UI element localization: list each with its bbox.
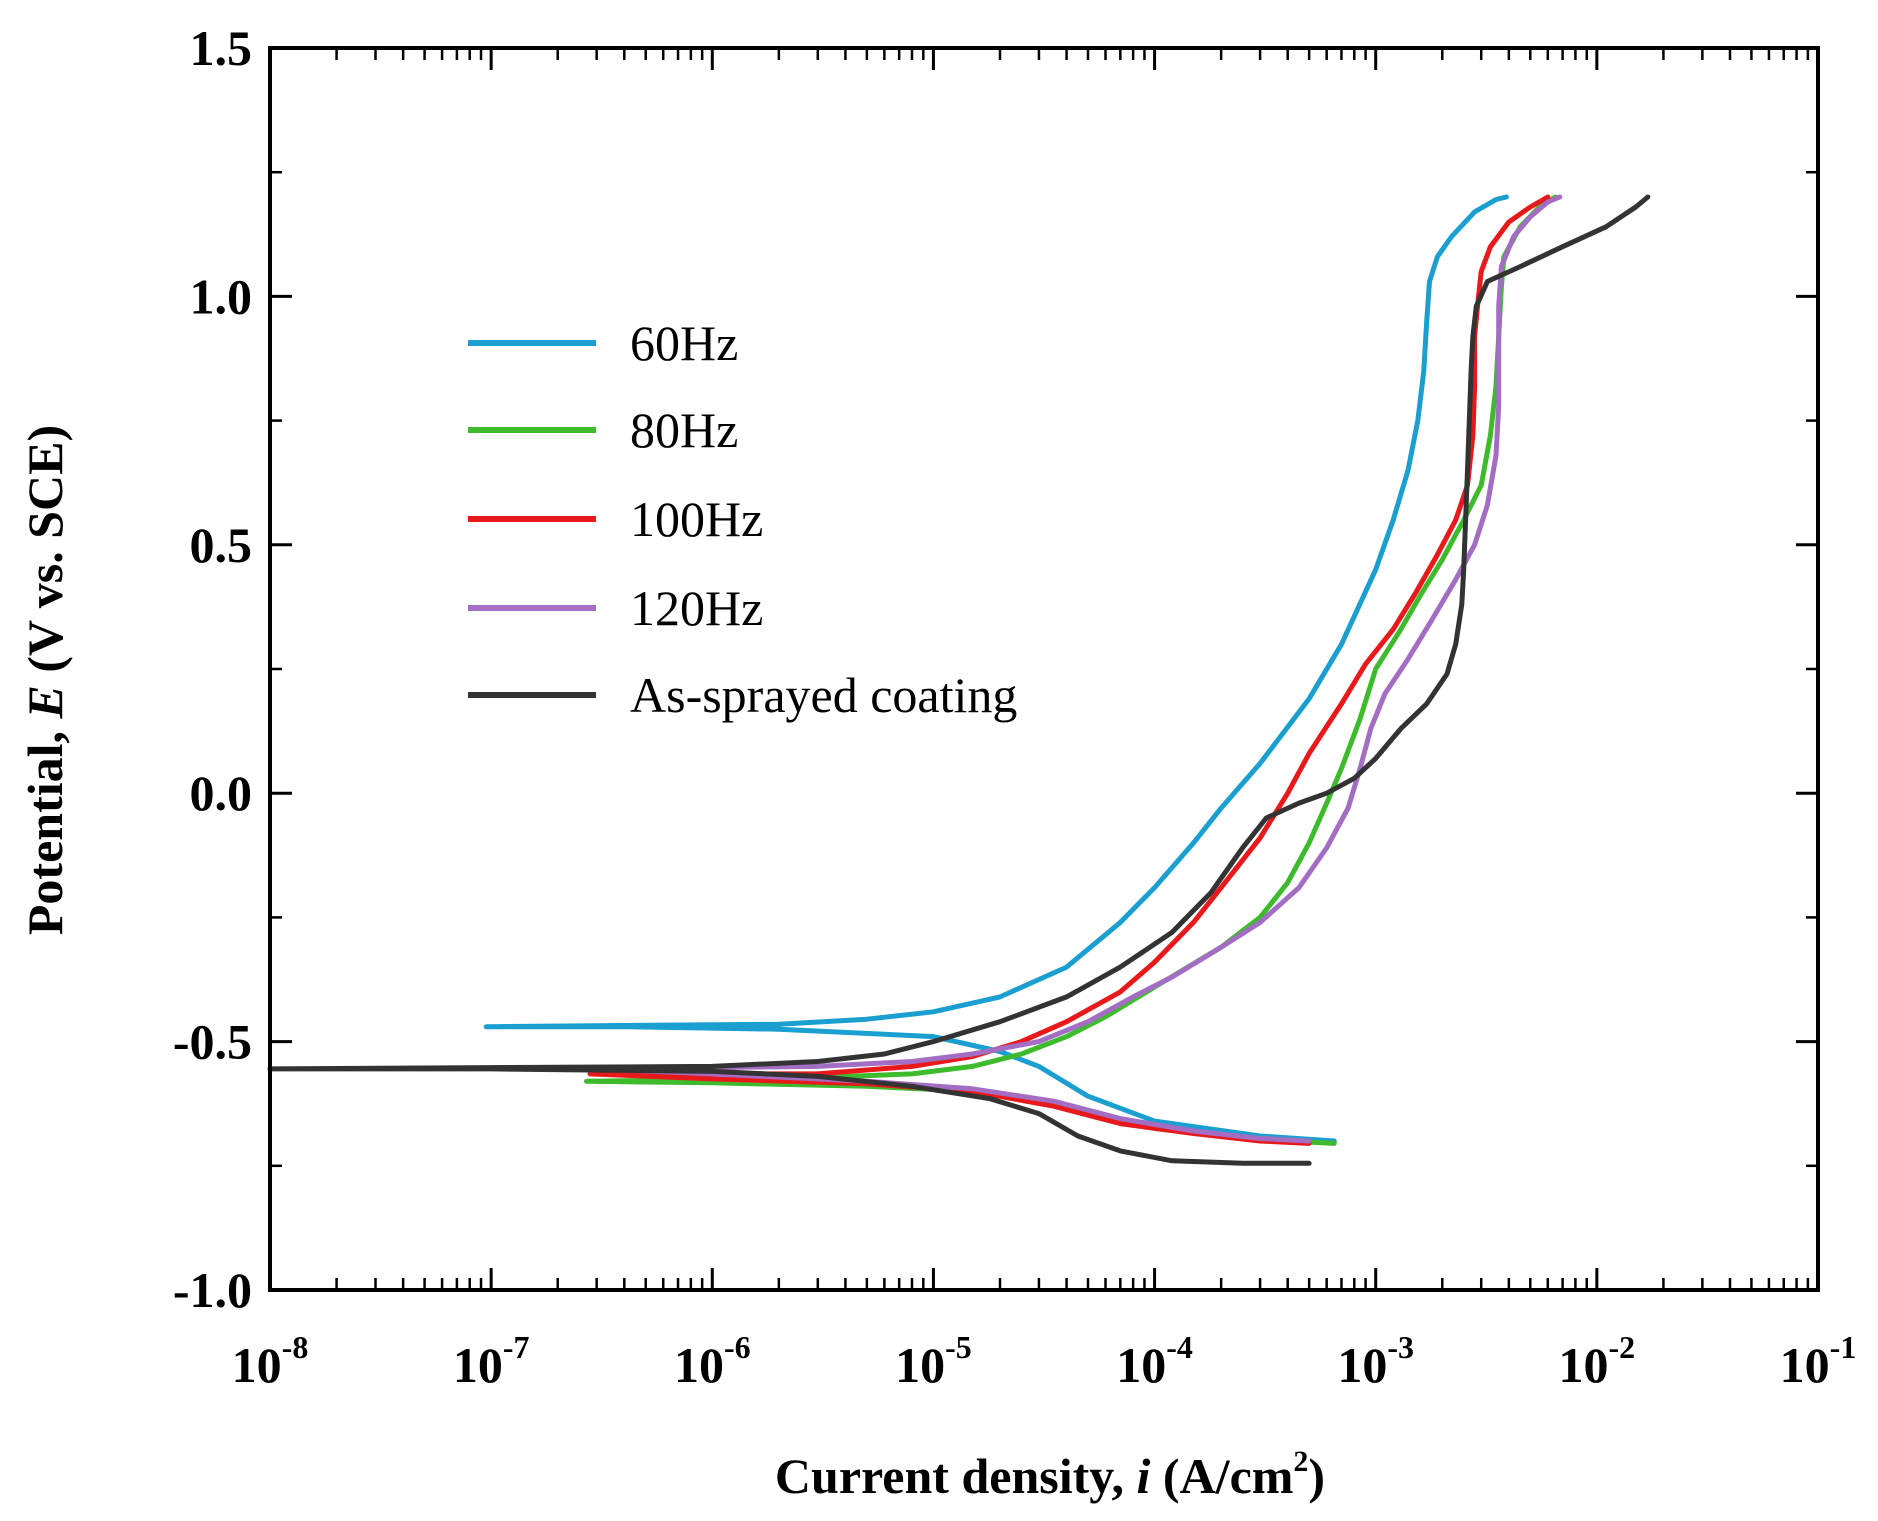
legend-label: 100Hz bbox=[630, 491, 763, 547]
legend: 60Hz 80Hz 100Hz 120Hz As-sprayed coating bbox=[468, 315, 1017, 723]
legend-item-80hz: 80Hz bbox=[468, 402, 738, 458]
legend-item-60hz: 60Hz bbox=[468, 315, 738, 371]
legend-label: 60Hz bbox=[630, 315, 738, 371]
axis-ticks: 10-8 10-7 10-6 10-5 10-4 10-3 10-2 10-1 1.5 1.0 0.… bbox=[173, 20, 1856, 1393]
x-tick-label: 10-4 bbox=[1116, 1329, 1193, 1393]
legend-label: 80Hz bbox=[630, 402, 738, 458]
legend-label: As-sprayed coating bbox=[630, 667, 1017, 723]
y-tick-label: -1.0 bbox=[173, 1262, 252, 1318]
series-line-as-sprayed-coating bbox=[267, 194, 1651, 1166]
x-tick-label: 10-8 bbox=[232, 1329, 309, 1393]
x-axis-title: Current density, i (A/cm2) bbox=[775, 1445, 1325, 1504]
legend-item-as-sprayed: As-sprayed coating bbox=[468, 667, 1017, 723]
y-tick-label: 1.0 bbox=[190, 268, 253, 324]
x-tick-label: 10-3 bbox=[1337, 1329, 1414, 1393]
legend-item-100hz: 100Hz bbox=[468, 491, 763, 547]
legend-label: 120Hz bbox=[630, 580, 763, 636]
x-tick-label: 10-5 bbox=[895, 1329, 972, 1393]
series-line-60hz bbox=[483, 194, 1509, 1144]
y-tick-label: 0.0 bbox=[190, 765, 253, 821]
y-tick-label: 0.5 bbox=[190, 517, 253, 573]
x-tick-label: 10-2 bbox=[1559, 1329, 1636, 1393]
x-tick-label: 10-7 bbox=[453, 1329, 530, 1393]
y-tick-label: -0.5 bbox=[173, 1014, 252, 1070]
series-lines bbox=[267, 194, 1651, 1166]
legend-item-120hz: 120Hz bbox=[468, 580, 763, 636]
x-tick-label: 10-6 bbox=[674, 1329, 751, 1393]
x-tick-label: 10-1 bbox=[1780, 1329, 1857, 1393]
y-axis-title: Potential, E (V vs. SCE) bbox=[17, 425, 73, 935]
y-tick-label: 1.5 bbox=[190, 20, 253, 76]
